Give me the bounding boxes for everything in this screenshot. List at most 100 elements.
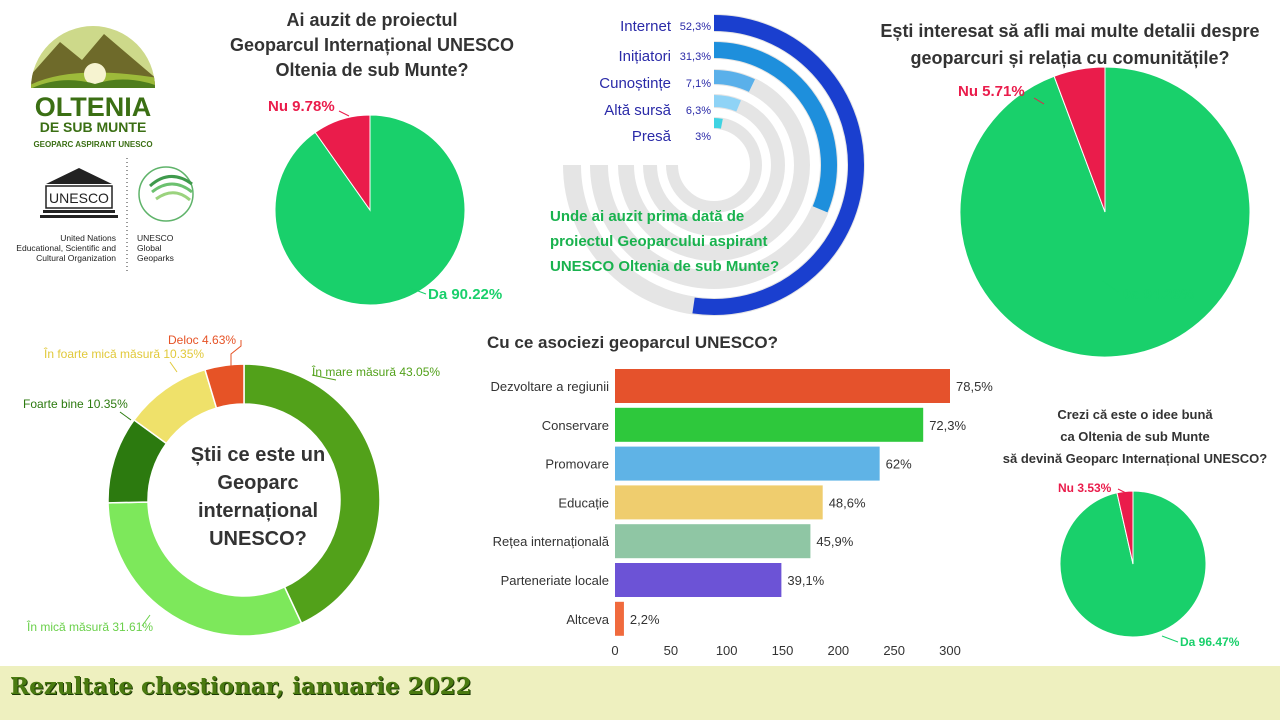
source-value-initiatori: 31,3%: [680, 51, 711, 63]
associate-xtick-250: 250: [883, 643, 905, 658]
heard-slice-da: [274, 114, 466, 306]
source-value-internet: 52,3%: [680, 21, 711, 33]
details-slice-da: [959, 66, 1251, 358]
associate-xtick-0: 0: [611, 643, 618, 658]
source-label-alta-sursa: Altă sursă: [604, 102, 671, 119]
associate-value-educatie: 48,6%: [829, 495, 866, 510]
goodidea-label-nu: Nu 3.53%: [1058, 481, 1112, 495]
logo-tagline: GEOPARC ASPIRANT UNESCO: [33, 140, 152, 149]
geoparks-line2: Global: [137, 243, 162, 253]
associate-category-altceva: Altceva: [566, 612, 609, 627]
goodidea-leader-da: [1161, 635, 1179, 643]
mountain-emblem-icon: [31, 26, 155, 88]
goodidea-chart-title: Crezi că este o idee bună ca Oltenia de …: [990, 404, 1280, 470]
unesco-org-line3: Cultural Organization: [36, 253, 116, 263]
associate-bar-promovare: [615, 446, 880, 481]
geoparks-emblem-icon: [138, 166, 194, 222]
knowledge-leader-foarte-mica: [169, 361, 178, 373]
source-value-alta-sursa: 6,3%: [686, 105, 711, 117]
associate-category-dezvoltare: Dezvoltare a regiunii: [490, 379, 609, 394]
source-value-cunostinte: 7,1%: [686, 78, 711, 90]
goodidea-title-line3: să devină Geoparc Internațional UNESCO?: [1002, 451, 1268, 466]
source-bar-cunostinte: [713, 70, 755, 93]
heard-slice-nu: [314, 114, 371, 212]
knowledge-label-foarte-bine: Foarte bine 10.35%: [23, 397, 128, 411]
knowledge-leader-foarte-bine: [119, 411, 132, 421]
source-bar-alta-sursa: [713, 95, 741, 112]
details-chart-title: Ești interesat să afli mai multe detalii…: [860, 18, 1280, 72]
heard-leader-da: [409, 287, 427, 295]
heard-leader-nu: [338, 110, 350, 117]
details-title-line1: Ești interesat să afli mai multe detalii…: [880, 21, 1260, 41]
associate-value-promovare: 62%: [886, 457, 912, 472]
logo-block: OLTENIA DE SUB MUNTE GEOPARC ASPIRANT UN…: [0, 0, 220, 300]
details-leader-da: [1102, 280, 1119, 293]
details-label-nu: Nu 5.71%: [958, 83, 1025, 100]
associate-bar-conservare: [615, 407, 924, 442]
unesco-temple-icon: UNESCO: [40, 168, 118, 218]
knowledge-center-line3: internațional: [197, 500, 318, 522]
details-leader-nu: [1033, 97, 1045, 105]
knowledge-center-line1: Știi ce este un: [190, 444, 326, 466]
heard-title-line3: Oltenia de sub Munte?: [275, 60, 469, 80]
associate-value-altceva: 2,2%: [630, 612, 660, 627]
associate-category-retea: Rețea internațională: [493, 534, 610, 549]
associate-bar-altceva: [615, 601, 624, 636]
knowledge-label-foarte-mica: În foarte mică măsură 10.35%: [44, 347, 205, 361]
source-label-internet: Internet: [620, 18, 672, 35]
associate-xtick-200: 200: [827, 643, 849, 658]
associate-xtick-50: 50: [664, 643, 678, 658]
goodidea-title-line1: Crezi că este o idee bună: [1057, 407, 1213, 422]
associate-xtick-100: 100: [716, 643, 738, 658]
associate-value-conservare: 72,3%: [929, 418, 966, 433]
heard-chart-title: Ai auzit de proiectul Geoparcul Internaț…: [222, 8, 522, 83]
unesco-org-line1: United Nations: [60, 233, 116, 243]
details-title-line2: geoparcuri și relația cu comunitățile?: [910, 48, 1230, 68]
source-label-initiatori: Inițiatori: [618, 48, 671, 65]
associate-bar-educatie: [615, 485, 823, 520]
heard-title-line2: Geoparcul Internațional UNESCO: [229, 35, 515, 55]
knowledge-center-line2: Geoparc: [217, 472, 299, 494]
source-label-presa: Presă: [632, 128, 672, 145]
source-track-presa: [666, 117, 762, 213]
associate-xtick-150: 150: [772, 643, 794, 658]
associate-category-parteneriate: Parteneriate locale: [501, 573, 609, 588]
source-bar-presa: [713, 118, 723, 129]
knowledge-center-line4: UNESCO?: [209, 528, 307, 550]
goodidea-leader-nu: [1117, 488, 1127, 494]
oltenia-logo: OLTENIA DE SUB MUNTE GEOPARC ASPIRANT UN…: [16, 26, 194, 274]
knowledge-label-mare: În mare măsură 43.05%: [312, 365, 441, 379]
geoparks-line3: Geoparks: [137, 253, 174, 263]
logo-name-line1: OLTENIA: [35, 92, 152, 122]
source-value-presa: 3%: [695, 131, 711, 143]
unesco-word: UNESCO: [49, 190, 109, 206]
associate-bar-dezvoltare: [615, 369, 950, 403]
source-bar-initiatori: [713, 42, 837, 213]
details-slice-nu: [1053, 66, 1106, 213]
goodidea-label-da: Da 96.47%: [1180, 635, 1240, 649]
associate-xtick-300: 300: [939, 643, 961, 658]
goodidea-title-line2: ca Oltenia de sub Munte: [1060, 429, 1210, 444]
source-chart-title: Unde ai auzit prima dată de proiectul Ge…: [550, 204, 810, 279]
associate-bar-parteneriate: [615, 563, 782, 597]
goodidea-slice-da: [1059, 490, 1207, 638]
source-title-line3: UNESCO Oltenia de sub Munte?: [550, 258, 780, 275]
associate-category-promovare: Promovare: [545, 457, 609, 472]
heard-label-da: Da 90.22%: [428, 286, 503, 303]
geoparks-line1: UNESCO: [137, 233, 174, 243]
footer-bar: Rezultate chestionar, ianuarie 2022: [0, 666, 1280, 720]
associate-category-educatie: Educație: [558, 495, 609, 510]
knowledge-slice-foarte-bine: [107, 418, 168, 504]
footer-title: Rezultate chestionar, ianuarie 2022: [10, 673, 472, 700]
knowledge-slice-foarte-mica: [133, 368, 218, 445]
goodidea-slice-nu: [1116, 490, 1134, 565]
source-title-line2: proiectul Geoparcului aspirant: [550, 233, 768, 250]
associate-chart-title: Cu ce asociezi geoparcul UNESCO?: [487, 333, 778, 352]
source-title-line1: Unde ai auzit prima dată de: [550, 208, 745, 225]
associate-value-dezvoltare: 78,5%: [956, 379, 993, 394]
details-label-da: Da 94.29%: [1120, 286, 1195, 303]
source-label-cunostinte: Cunoștințe: [599, 75, 671, 92]
associate-value-parteneriate: 39,1%: [787, 573, 824, 588]
associate-category-conservare: Conservare: [542, 418, 609, 433]
unesco-org-line2: Educational, Scientific and: [16, 243, 116, 253]
